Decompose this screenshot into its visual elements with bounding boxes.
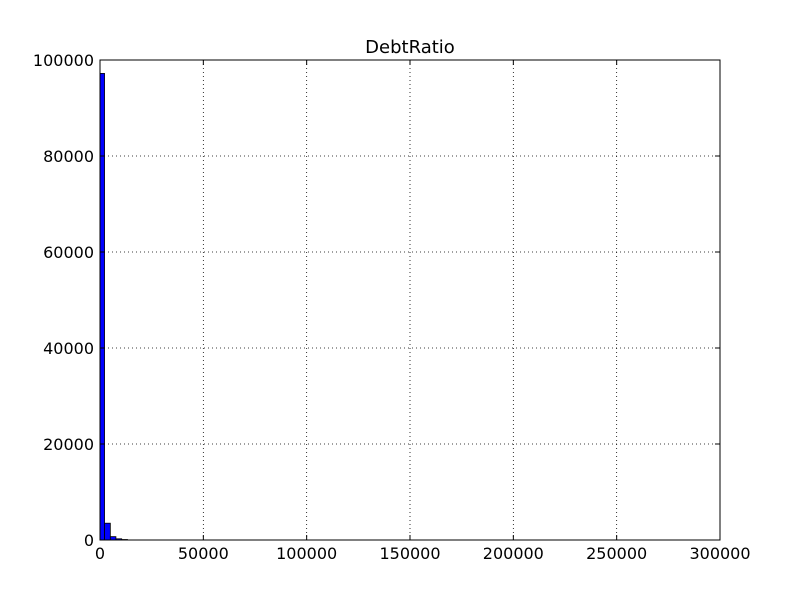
x-tick-label: 200000	[483, 544, 544, 563]
x-tick-label: 300000	[689, 544, 750, 563]
x-axis-tick-labels: 0 50000 100000 150000 200000 250000 300000	[95, 544, 751, 563]
histogram-bar	[99, 73, 105, 541]
x-tick-label: 100000	[276, 544, 337, 563]
y-tick-label: 0	[84, 531, 94, 550]
y-tick-label: 60000	[43, 243, 94, 262]
y-tick-label: 80000	[43, 147, 94, 166]
y-axis-tick-labels: 0 20000 40000 60000 80000 100000	[33, 51, 94, 550]
histogram-bar	[109, 536, 117, 541]
histogram-bar	[104, 522, 111, 541]
grid-lines	[100, 60, 720, 540]
x-tick-label: 250000	[586, 544, 647, 563]
y-tick-label: 20000	[43, 435, 94, 454]
x-tick-label: 50000	[178, 544, 229, 563]
chart-title: DebtRatio	[365, 37, 455, 58]
axis-ticks	[99, 59, 721, 541]
y-tick-label: 100000	[33, 51, 94, 70]
x-tick-label: 0	[95, 544, 105, 563]
x-tick-label: 150000	[379, 544, 440, 563]
y-tick-label: 40000	[43, 339, 94, 358]
